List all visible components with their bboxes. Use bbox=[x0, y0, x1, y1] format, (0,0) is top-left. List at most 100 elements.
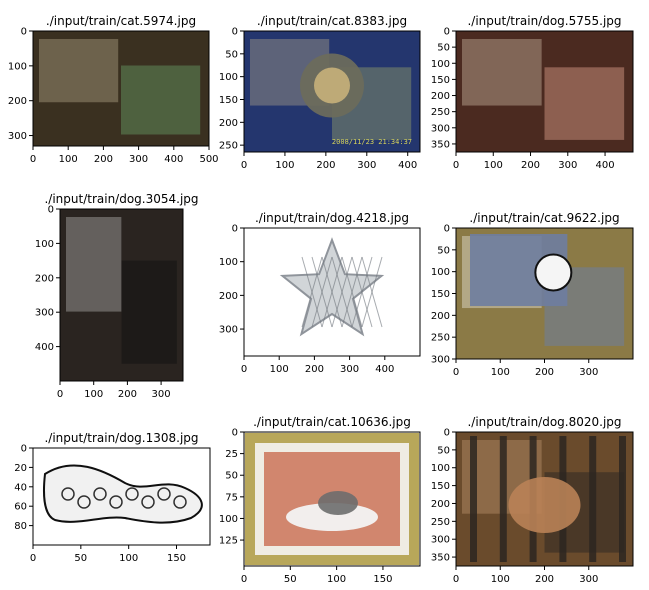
knot-pattern bbox=[77, 495, 91, 509]
y-tick-label: 300 bbox=[8, 131, 27, 142]
panel-7: ./input/train/dog.1308.jpg 0 50 100 150 0 20 40… bbox=[14, 431, 211, 564]
y-tick-label: 100 bbox=[431, 267, 450, 278]
y-tick-label: 100 bbox=[219, 72, 238, 83]
y-tick-label: 80 bbox=[14, 521, 27, 532]
x-tick-label: 200 bbox=[521, 160, 540, 171]
knot-pattern bbox=[61, 487, 75, 501]
star-shape bbox=[279, 237, 385, 337]
y-tick-label: 25 bbox=[225, 449, 238, 460]
y-tick-label: 250 bbox=[219, 141, 238, 152]
axes-frame bbox=[32, 447, 211, 546]
x-tick-label: 0 bbox=[453, 574, 459, 585]
photo-block bbox=[39, 39, 119, 103]
knot-pattern bbox=[125, 487, 139, 501]
y-tick-label: 0 bbox=[232, 428, 238, 439]
x-tick-label: 200 bbox=[535, 574, 554, 585]
x-tick-label: 150 bbox=[373, 574, 392, 585]
cat bbox=[318, 491, 358, 515]
y-tick-label: 150 bbox=[431, 481, 450, 492]
axes-frame bbox=[59, 208, 184, 382]
y-tick-label: 150 bbox=[431, 289, 450, 300]
knot-pattern bbox=[157, 487, 171, 501]
x-tick-label: 300 bbox=[152, 389, 171, 400]
panel-5: ./input/train/dog.4218.jpg 0 100 200 300 400 0… bbox=[219, 211, 421, 375]
y-tick-label: 250 bbox=[431, 333, 450, 344]
y-tick-label: 250 bbox=[431, 107, 450, 118]
y-tick-label: 0 bbox=[232, 27, 238, 38]
x-tick-label: 400 bbox=[375, 364, 394, 375]
x-tick-label: 300 bbox=[558, 160, 577, 171]
knot-pattern bbox=[109, 495, 123, 509]
x-tick-label: 0 bbox=[453, 160, 459, 171]
y-tick-label: 200 bbox=[431, 311, 450, 322]
x-tick-label: 100 bbox=[119, 553, 138, 564]
y-tick-label: 100 bbox=[431, 463, 450, 474]
y-tick-label: 40 bbox=[14, 482, 27, 493]
y-tick-label: 100 bbox=[219, 514, 238, 525]
x-tick-label: 200 bbox=[316, 160, 335, 171]
y-tick-label: 50 bbox=[225, 49, 238, 60]
y-tick-label: 200 bbox=[35, 273, 54, 284]
y-tick-label: 300 bbox=[219, 325, 238, 336]
x-tick-label: 50 bbox=[284, 574, 297, 585]
panel-8: ./input/train/cat.10636.jpg 0 50 100 150 0 25 5… bbox=[219, 415, 421, 585]
fence-line bbox=[321, 256, 343, 328]
y-tick-label: 300 bbox=[35, 308, 54, 319]
axes-frame bbox=[243, 30, 421, 153]
ornate-frame bbox=[245, 433, 419, 565]
x-tick-label: 50 bbox=[74, 553, 87, 564]
fence-line bbox=[331, 256, 353, 328]
knot-pattern bbox=[173, 495, 187, 509]
x-tick-label: 300 bbox=[129, 154, 148, 165]
panel-title: ./input/train/dog.4218.jpg bbox=[255, 211, 409, 225]
gate-bar bbox=[589, 436, 597, 562]
x-tick-label: 100 bbox=[59, 154, 78, 165]
panel-2: ./input/train/cat.8383.jpg 0 100 200 300 400 0… bbox=[219, 14, 421, 171]
x-tick-label: 0 bbox=[241, 160, 247, 171]
y-tick-label: 50 bbox=[225, 471, 238, 482]
y-tick-label: 150 bbox=[219, 95, 238, 106]
fence-line bbox=[351, 256, 373, 328]
panel-9: ./input/train/dog.8020.jpg 0 100 200 300 0 50 1… bbox=[431, 415, 634, 585]
y-tick-label: 125 bbox=[219, 536, 238, 547]
x-tick-label: 150 bbox=[167, 553, 186, 564]
gate-bar bbox=[619, 436, 626, 562]
x-tick-label: 0 bbox=[30, 553, 36, 564]
x-tick-label: 300 bbox=[340, 364, 359, 375]
y-tick-label: 350 bbox=[431, 139, 450, 150]
x-tick-label: 100 bbox=[275, 160, 294, 171]
photo-block bbox=[121, 260, 177, 364]
x-tick-label: 100 bbox=[491, 574, 510, 585]
y-tick-label: 300 bbox=[431, 355, 450, 366]
axes-frame bbox=[32, 30, 210, 147]
y-tick-label: 50 bbox=[437, 245, 450, 256]
y-tick-label: 0 bbox=[444, 224, 450, 235]
y-tick-label: 300 bbox=[431, 123, 450, 134]
panel-title: ./input/train/cat.8383.jpg bbox=[257, 14, 407, 28]
y-tick-label: 200 bbox=[219, 118, 238, 129]
panel-title: ./input/train/dog.8020.jpg bbox=[467, 415, 621, 429]
y-tick-label: 0 bbox=[444, 27, 450, 38]
panel-1: ./input/train/cat.5974.jpg 0 100 200 300 400 5… bbox=[8, 14, 219, 165]
y-tick-label: 100 bbox=[8, 61, 27, 72]
y-tick-label: 0 bbox=[444, 428, 450, 439]
fence-line bbox=[311, 256, 333, 328]
fence-line bbox=[341, 256, 363, 328]
y-tick-label: 200 bbox=[8, 96, 27, 107]
x-tick-label: 300 bbox=[579, 574, 598, 585]
y-tick-label: 0 bbox=[232, 224, 238, 235]
y-tick-label: 0 bbox=[48, 205, 54, 216]
gate-bar bbox=[499, 436, 507, 562]
fence-line bbox=[361, 256, 383, 328]
x-tick-label: 100 bbox=[84, 389, 103, 400]
x-tick-label: 100 bbox=[491, 367, 510, 378]
y-tick-label: 100 bbox=[35, 239, 54, 250]
gate-bar bbox=[470, 436, 477, 562]
x-tick-label: 300 bbox=[357, 160, 376, 171]
y-tick-label: 300 bbox=[431, 535, 450, 546]
x-tick-label: 100 bbox=[327, 574, 346, 585]
y-tick-label: 20 bbox=[14, 463, 27, 474]
y-tick-label: 200 bbox=[431, 91, 450, 102]
